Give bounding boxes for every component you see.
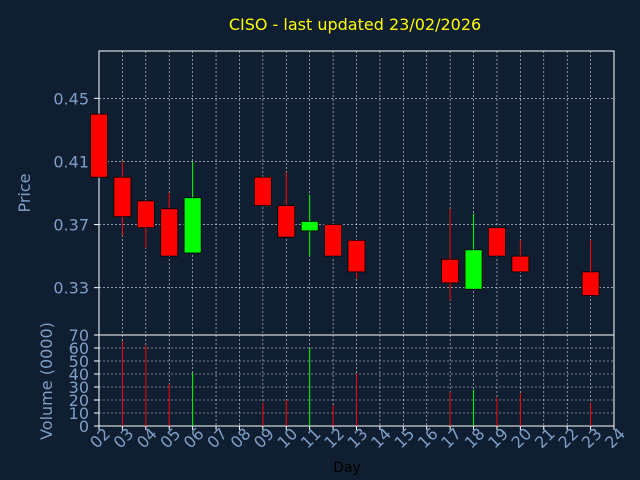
candle-13: [347, 239, 366, 279]
price-grid: [99, 51, 614, 335]
candle-03: [113, 161, 132, 236]
candle-body: [277, 205, 296, 238]
volume-tick-label: 30: [69, 378, 89, 397]
candle-body: [488, 227, 506, 257]
candle-04: [136, 200, 155, 249]
candle-body: [160, 208, 179, 257]
candle-06: [183, 161, 202, 254]
candle-19: [488, 227, 506, 257]
volume-tick-label: 20: [69, 391, 89, 410]
volume-tick-label: 60: [69, 339, 89, 358]
candle-body: [464, 249, 483, 290]
candle-05: [160, 193, 179, 257]
candle-02: [90, 113, 108, 178]
volume-bars: [121, 341, 592, 426]
volume-tick-label: 50: [69, 352, 89, 371]
candle-body: [324, 224, 342, 257]
candle-body: [347, 239, 366, 273]
price-axis-label: Price: [15, 173, 34, 212]
candle-12: [324, 224, 342, 257]
day-axis-ticks: 0203040506070809101112131415161718192021…: [86, 424, 629, 452]
candle-18: [464, 213, 483, 290]
candle-11: [300, 194, 319, 257]
candle-body: [581, 271, 600, 296]
price-tick-label: 0.45: [53, 89, 89, 108]
candle-body: [90, 113, 108, 178]
candle-body: [183, 197, 202, 254]
volume-tick-label: 10: [69, 404, 89, 423]
candles: [90, 113, 600, 301]
chart-title: CISO - last updated 23/02/2026: [229, 15, 481, 34]
candle-body: [511, 255, 530, 273]
candle-09: [253, 176, 272, 207]
price-tick-label: 0.37: [53, 216, 89, 235]
candle-20: [511, 240, 530, 273]
price-panel: 0.33 0.37 0.41 0.45 Price: [15, 50, 615, 336]
price-tick-label: 0.33: [53, 279, 89, 298]
candle-body: [253, 176, 272, 207]
candle-17: [441, 208, 460, 301]
candle-body: [113, 176, 132, 218]
candle-body: [441, 258, 460, 284]
volume-tick-label: 40: [69, 365, 89, 384]
price-y-ticks: 0.33 0.37 0.41 0.45: [53, 89, 99, 298]
day-axis-label: Day: [333, 460, 361, 476]
price-tick-label: 0.41: [53, 152, 89, 171]
volume-axis-label: Volume (0000): [37, 322, 56, 440]
candle-23: [581, 240, 600, 296]
candle-body: [136, 200, 155, 229]
volume-tick-label: 70: [69, 326, 89, 345]
candle-10: [277, 172, 296, 238]
candle-body: [300, 220, 319, 232]
volume-tick-label: 0: [79, 417, 89, 436]
